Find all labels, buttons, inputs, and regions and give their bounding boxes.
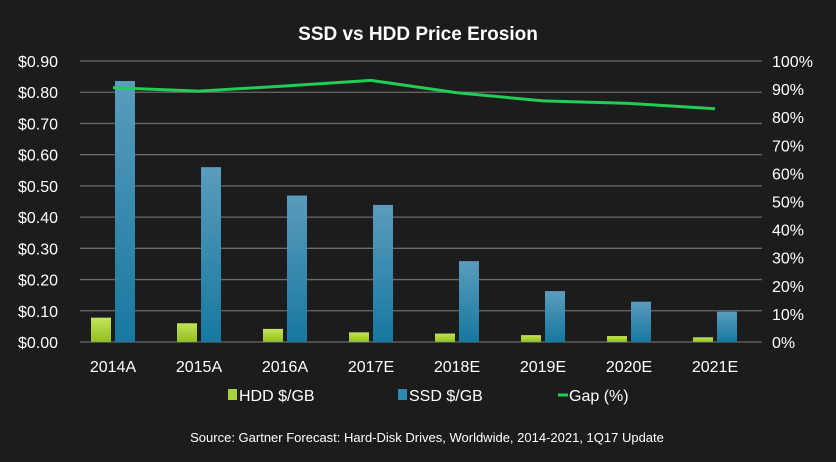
ssd-bar: [717, 311, 737, 342]
left-tick-label: $0.10: [18, 304, 58, 321]
right-tick-label: 30%: [772, 251, 804, 268]
hdd-bar: [435, 333, 455, 342]
legend-label: SSD $/GB: [409, 388, 483, 405]
legend-item: Gap (%): [558, 388, 629, 405]
ssd-bar: [545, 291, 565, 342]
hdd-bar: [91, 317, 111, 342]
left-tick-label: $0.50: [18, 179, 58, 196]
source-note: Source: Gartner Forecast: Hard-Disk Driv…: [190, 430, 664, 445]
right-tick-label: 90%: [772, 82, 804, 99]
hdd-bar: [263, 328, 283, 342]
right-tick-label: 40%: [772, 223, 804, 240]
left-tick-label: $0.80: [18, 85, 58, 102]
legend-label: HDD $/GB: [239, 388, 315, 405]
x-tick-label: 2018E: [434, 359, 480, 376]
hdd-bar: [177, 323, 197, 342]
x-tick-label: 2020E: [606, 359, 652, 376]
right-tick-label: 50%: [772, 195, 804, 212]
legend-swatch: [228, 389, 237, 400]
right-tick-label: 80%: [772, 110, 804, 127]
ssd-bar: [201, 167, 221, 342]
legend-item: HDD $/GB: [228, 388, 315, 405]
hdd-bar: [521, 335, 541, 342]
x-tick-label: 2015A: [176, 359, 223, 376]
x-tick-label: 2021E: [692, 359, 738, 376]
ssd-bar: [287, 195, 307, 342]
left-tick-label: $0.90: [18, 54, 58, 71]
left-tick-label: $0.40: [18, 210, 58, 227]
legend-swatch: [398, 389, 407, 400]
right-tick-label: 60%: [772, 166, 804, 183]
left-tick-label: $0.60: [18, 148, 58, 165]
legend-label: Gap (%): [569, 388, 629, 405]
left-tick-label: $0.20: [18, 273, 58, 290]
x-tick-label: 2014A: [90, 359, 137, 376]
x-tick-label: 2016A: [262, 359, 309, 376]
legend-item: SSD $/GB: [398, 388, 483, 405]
hdd-bar: [607, 336, 627, 342]
ssd-bar: [115, 80, 135, 342]
left-tick-label: $0.00: [18, 335, 58, 352]
chart-title: SSD vs HDD Price Erosion: [298, 24, 538, 45]
ssd-bar: [373, 204, 393, 342]
right-tick-label: 70%: [772, 138, 804, 155]
right-tick-label: 100%: [772, 54, 813, 71]
right-tick-label: 0%: [772, 335, 795, 352]
right-tick-label: 20%: [772, 279, 804, 296]
left-tick-label: $0.70: [18, 116, 58, 133]
hdd-bar: [349, 332, 369, 342]
ssd-bar: [631, 301, 651, 342]
left-tick-label: $0.30: [18, 241, 58, 258]
right-tick-label: 10%: [772, 307, 804, 324]
x-tick-label: 2019E: [520, 359, 566, 376]
gap-line: [112, 78, 716, 111]
hdd-bar: [693, 337, 713, 342]
ssd-bar: [459, 261, 479, 342]
x-tick-label: 2017E: [348, 359, 394, 376]
